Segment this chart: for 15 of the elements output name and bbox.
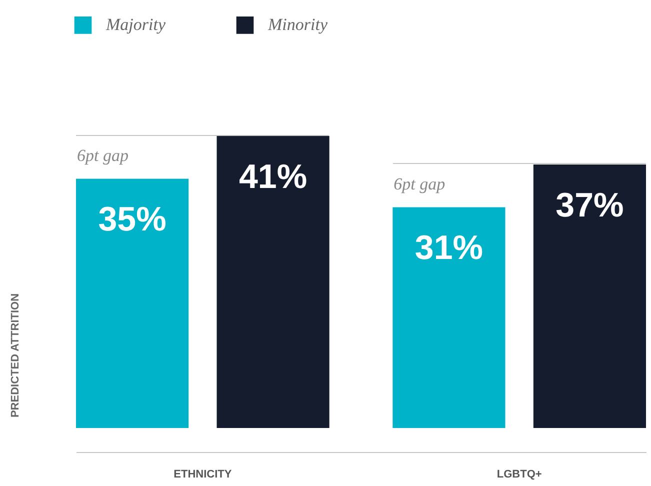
- x-tick-label: ETHNICITY: [174, 468, 232, 480]
- bar: [533, 164, 646, 428]
- annotation: 6pt gap: [394, 174, 446, 194]
- y-axis-title: PREDICTED ATTRITION: [10, 293, 22, 418]
- bar: [392, 207, 506, 428]
- data-label: 35%: [98, 200, 166, 239]
- data-label: 31%: [414, 229, 483, 268]
- annotation: 6pt gap: [77, 146, 128, 165]
- bar: [76, 178, 189, 428]
- legend-label: Majority: [105, 15, 166, 34]
- x-tick-label: LGBTQ+: [496, 468, 542, 480]
- data-label: 41%: [239, 158, 308, 196]
- data-label: 37%: [556, 186, 624, 224]
- bar: [216, 136, 330, 428]
- legend-label: Minority: [267, 15, 328, 34]
